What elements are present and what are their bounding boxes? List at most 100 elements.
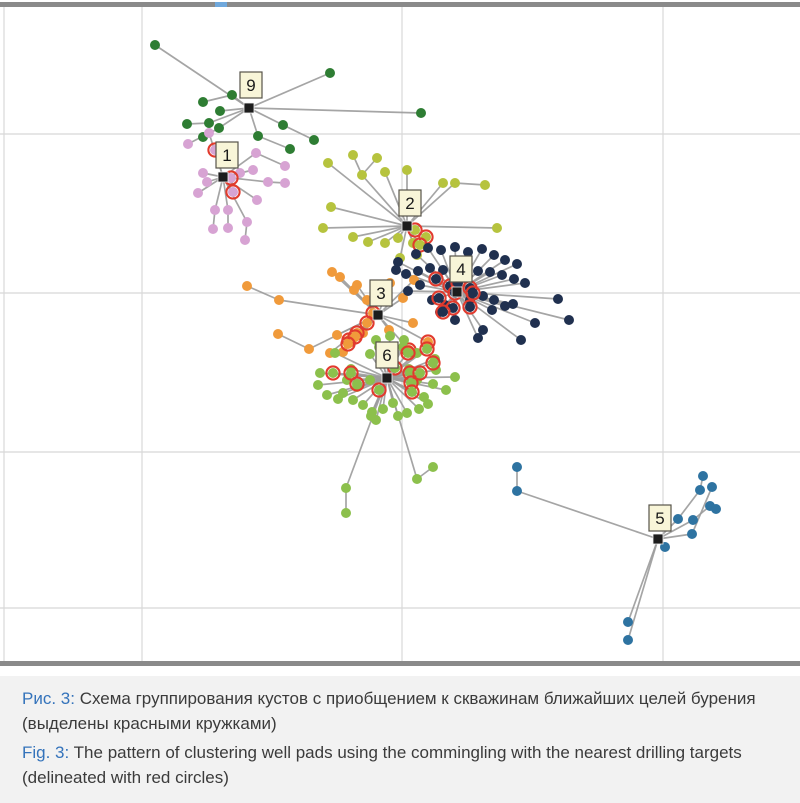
well-point xyxy=(285,144,295,154)
red-ring-target xyxy=(325,365,341,381)
edge-line xyxy=(627,538,659,623)
well-point xyxy=(403,286,413,296)
well-point xyxy=(242,217,252,227)
cluster-center-marker xyxy=(401,220,413,232)
well-point xyxy=(313,380,323,390)
edge-line xyxy=(367,225,408,243)
well-point xyxy=(309,135,319,145)
edge-line xyxy=(334,352,388,379)
well-point xyxy=(363,237,373,247)
cluster-label-number: 1 xyxy=(222,146,231,165)
well-point xyxy=(183,139,193,149)
blue-tick-marker xyxy=(215,2,227,7)
cluster-center-marker xyxy=(372,309,384,321)
cluster-label-number: 9 xyxy=(246,76,255,95)
well-point xyxy=(512,259,522,269)
edge-line xyxy=(257,135,291,150)
red-ring-target xyxy=(371,382,387,398)
edge-line xyxy=(386,377,418,480)
well-point xyxy=(425,263,435,273)
well-point xyxy=(450,242,460,252)
well-point xyxy=(422,344,432,354)
well-point xyxy=(416,108,426,118)
caption-english: Fig. 3: The pattern of clustering well pa… xyxy=(22,741,772,790)
cluster-center-marker xyxy=(652,533,664,545)
well-point xyxy=(346,368,356,378)
well-point xyxy=(226,173,236,183)
cluster-label-number: 5 xyxy=(655,509,664,528)
cluster-center-marker xyxy=(243,102,255,114)
edge-line xyxy=(327,162,408,227)
red-ring-target xyxy=(445,300,461,316)
edge-line xyxy=(246,285,280,301)
well-point xyxy=(623,635,633,645)
red-ring-target xyxy=(412,365,428,381)
well-point xyxy=(371,415,381,425)
cluster-label-box xyxy=(369,279,393,307)
well-point xyxy=(660,542,670,552)
cluster-label-number: 4 xyxy=(456,260,465,279)
edge-line xyxy=(657,519,694,540)
cluster-label-box xyxy=(215,141,239,169)
well-point xyxy=(328,368,338,378)
edge-line xyxy=(377,314,414,324)
plot-bottom-border xyxy=(0,661,800,666)
well-point xyxy=(465,302,475,312)
well-point xyxy=(333,394,343,404)
well-point xyxy=(512,486,522,496)
figure-caption: Рис. 3: Схема группирования кустов с прио… xyxy=(0,676,800,803)
well-point xyxy=(402,408,412,418)
well-point xyxy=(393,233,403,243)
well-point xyxy=(341,508,351,518)
well-point xyxy=(198,168,208,178)
well-point xyxy=(413,266,423,276)
well-point xyxy=(707,482,717,492)
edge-line xyxy=(248,107,284,126)
edge-line xyxy=(627,538,659,641)
well-point xyxy=(414,404,424,414)
well-point xyxy=(438,178,448,188)
cluster-label-box xyxy=(375,341,399,369)
well-point xyxy=(362,318,372,328)
well-point xyxy=(385,331,395,341)
edge-line xyxy=(406,182,444,227)
well-point xyxy=(487,305,497,315)
well-point xyxy=(623,617,633,627)
edge-line xyxy=(322,225,408,229)
well-point xyxy=(365,375,375,385)
well-point xyxy=(335,272,345,282)
well-point xyxy=(438,265,448,275)
well-point xyxy=(365,349,375,359)
well-point xyxy=(253,131,263,141)
edge-line xyxy=(255,152,286,167)
cluster-label-box xyxy=(449,255,473,283)
well-point xyxy=(441,385,451,395)
well-point xyxy=(327,267,337,277)
caption-english-label: Fig. 3: xyxy=(22,743,70,762)
red-ring-target xyxy=(431,290,447,306)
edge-line xyxy=(208,107,250,124)
well-point xyxy=(227,90,237,100)
well-point xyxy=(509,274,519,284)
red-ring-target xyxy=(425,355,441,371)
red-ring-target xyxy=(462,299,478,315)
well-point xyxy=(380,238,390,248)
well-point xyxy=(348,232,358,242)
well-point xyxy=(263,177,273,187)
well-point xyxy=(372,153,382,163)
well-point xyxy=(214,123,224,133)
well-point xyxy=(450,372,460,382)
well-point xyxy=(500,255,510,265)
well-point xyxy=(473,333,483,343)
well-point xyxy=(434,293,444,303)
caption-russian: Рис. 3: Схема группирования кустов с прио… xyxy=(22,687,772,736)
well-point xyxy=(698,471,708,481)
well-point xyxy=(695,485,705,495)
edge-line xyxy=(454,182,486,186)
well-point xyxy=(489,250,499,260)
well-point xyxy=(512,462,522,472)
edge-line xyxy=(361,174,408,227)
edge-line xyxy=(406,182,456,227)
edge-line xyxy=(277,333,310,350)
well-point xyxy=(398,293,408,303)
